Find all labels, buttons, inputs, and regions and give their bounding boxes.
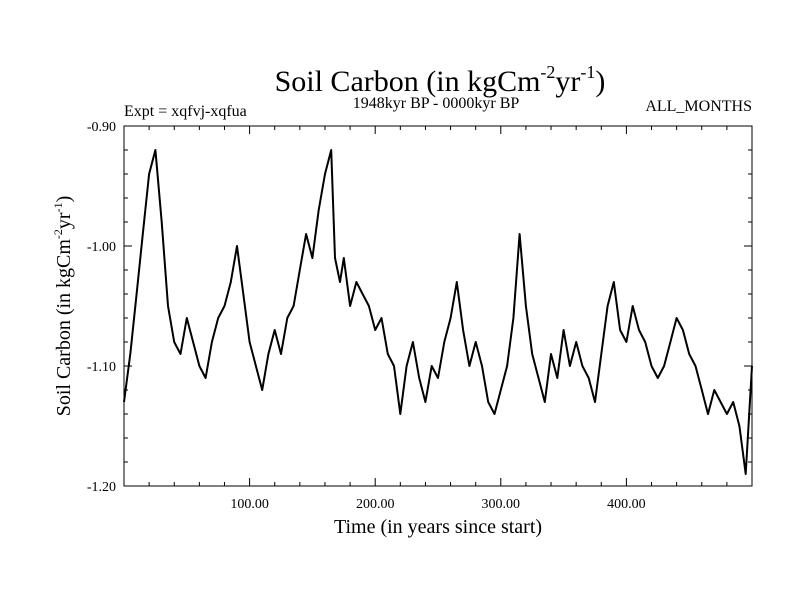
y-tick-label: -1.20 <box>87 480 116 495</box>
period-label: 1948kyr BP - 0000kyr BP <box>353 95 520 112</box>
ylabel-superscript-1: -2 <box>51 229 65 239</box>
chart-title: Soil Carbon (in kgCm-2yr-1) <box>275 62 606 98</box>
x-axis-tick-labels: 100.00 200.00 300.00 400.00 <box>230 497 645 512</box>
y-tick-label: -1.00 <box>87 240 116 255</box>
ylabel-middle: yr <box>53 212 75 229</box>
title-end: ) <box>595 65 605 98</box>
y-axis-label: Soil Carbon (in kgCm-2yr-1) <box>51 196 75 417</box>
plot-frame <box>123 125 753 487</box>
y-axis-tick-labels: -0.90 -1.00 -1.10 -1.20 <box>87 120 116 495</box>
x-tick-label: 400.00 <box>607 497 646 512</box>
ylabel-superscript-2: -1 <box>51 202 65 212</box>
y-axis-ticks <box>124 149 752 463</box>
experiment-label: Expt = xqfvj-xqfua <box>124 103 247 120</box>
ylabel-end: ) <box>53 196 75 203</box>
x-tick-label: 300.00 <box>482 497 521 512</box>
title-superscript-1: -2 <box>540 62 555 82</box>
title-superscript-2: -1 <box>580 62 595 82</box>
title-middle: yr <box>555 65 580 98</box>
x-tick-label: 100.00 <box>230 497 269 512</box>
x-axis-label: Time (in years since start) <box>334 516 542 538</box>
series-line-soil-carbon <box>123 149 753 475</box>
x-axis-ticks <box>148 126 728 486</box>
months-label: ALL_MONTHS <box>645 98 752 115</box>
y-tick-label: -0.90 <box>87 120 116 135</box>
x-tick-label: 200.00 <box>356 497 395 512</box>
y-tick-label: -1.10 <box>87 360 116 375</box>
